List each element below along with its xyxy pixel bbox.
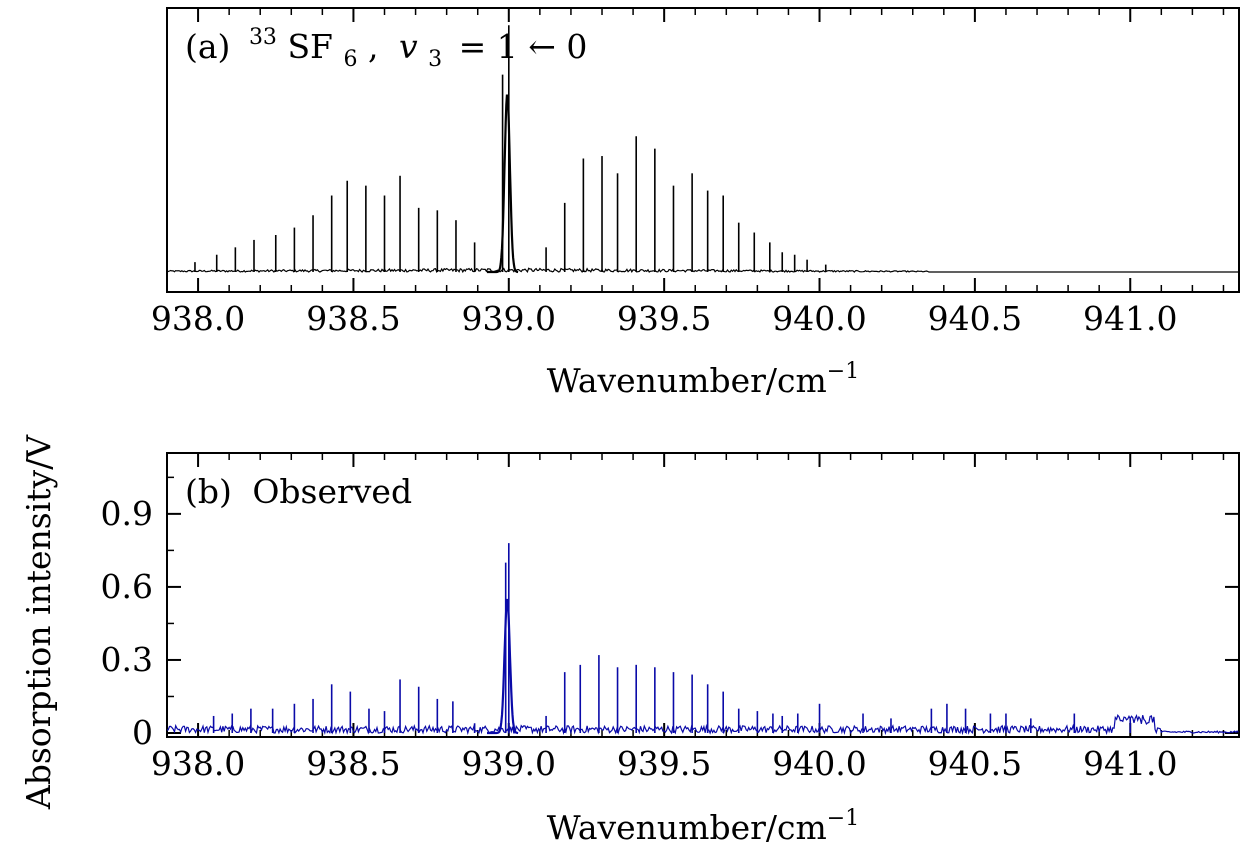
molecule-name: SF xyxy=(287,27,333,66)
panel-b-title: (b) Observed xyxy=(185,472,412,511)
x-tick-label: 938.5 xyxy=(306,299,400,338)
title-comma: , xyxy=(368,27,379,66)
x-tick-label: 938.5 xyxy=(306,744,400,783)
x-tick-label: 940.0 xyxy=(772,744,866,783)
y-tick-label: 0.9 xyxy=(101,494,153,533)
panel-a-spectrum xyxy=(166,25,1239,274)
x-tick-label: 939.5 xyxy=(617,744,711,783)
panel-b-xlabel-exp: −1 xyxy=(827,806,859,831)
panel-a-xlabel-base: Wavenumber/cm xyxy=(547,361,827,400)
spectrum-baseline xyxy=(166,267,1239,274)
y-tick-label: 0.6 xyxy=(101,567,153,606)
y-tick-label: 0 xyxy=(132,713,153,752)
panel-a-xlabel: Wavenumber/cm−1 xyxy=(547,359,859,400)
panel-a-ticks xyxy=(166,8,1225,292)
x-tick-label: 938.0 xyxy=(151,744,245,783)
x-tick-label: 940.5 xyxy=(928,299,1022,338)
x-tick-label: 941.0 xyxy=(1083,299,1177,338)
panel-a-label: (a) xyxy=(185,27,230,66)
panel-a-x-tick-labels: 938.0 938.5 939.0 939.5 940.0 940.5 941.0 xyxy=(151,299,1178,338)
main-peak-envelope xyxy=(487,94,519,274)
x-tick-label: 939.0 xyxy=(462,299,556,338)
panel-b-spectrum xyxy=(166,543,1239,736)
x-tick-label: 940.5 xyxy=(928,744,1022,783)
panel-b: (b) Observed 938.0 938.5 939.0 939.5 940.0 94… xyxy=(101,452,1240,847)
panel-b-title-text: Observed xyxy=(252,472,412,511)
panel-b-xlabel: Wavenumber/cm−1 xyxy=(547,806,859,847)
x-tick-label: 941.0 xyxy=(1083,744,1177,783)
panel-a-frame xyxy=(166,7,1240,293)
main-peak-envelope xyxy=(487,598,519,735)
x-tick-label: 939.5 xyxy=(617,299,711,338)
vibration-subscript: 3 xyxy=(428,47,442,72)
panel-b-frame xyxy=(166,452,1240,738)
vibration-symbol: v xyxy=(399,27,418,66)
x-tick-label: 940.0 xyxy=(772,299,866,338)
y-tick-label: 0.3 xyxy=(101,640,153,679)
x-tick-label: 939.0 xyxy=(462,744,556,783)
x-tick-label: 938.0 xyxy=(151,299,245,338)
panel-b-x-tick-labels: 938.0 938.5 939.0 939.5 940.0 940.5 941.0 xyxy=(151,744,1178,783)
isotope-superscript: 33 xyxy=(249,25,277,50)
panel-a-xlabel-exp: −1 xyxy=(827,359,859,384)
spectrum-baseline xyxy=(166,714,1239,736)
panel-a-title: (a) 33 SF 6 , v 3 = 1 ← 0 xyxy=(185,13,587,74)
transition-text: = 1 ← 0 xyxy=(459,27,588,66)
molecule-subscript: 6 xyxy=(343,47,357,72)
panel-b-label: (b) xyxy=(185,472,232,511)
panel-a: (a) 33 SF 6 , v 3 = 1 ← 0 938.0 938.5 939.… xyxy=(151,7,1240,400)
panel-b-y-tick-labels: 0 0.3 0.6 0.9 xyxy=(101,494,153,752)
panel-b-xlabel-base: Wavenumber/cm xyxy=(547,808,827,847)
y-axis-label: Absorption intensity/V xyxy=(19,434,58,810)
